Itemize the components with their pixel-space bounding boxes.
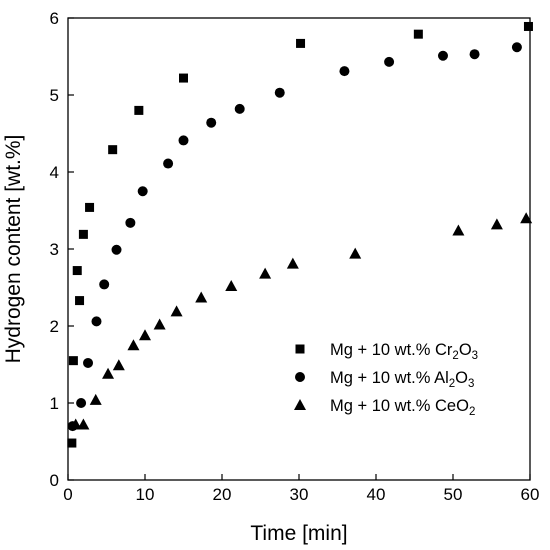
triangle-point (259, 267, 272, 279)
x-tick-label: 60 (521, 485, 540, 504)
triangle-point (170, 305, 183, 317)
y-axis-title: Hydrogen content [wt.%] (2, 135, 25, 364)
legend-square-marker (295, 344, 305, 354)
circle-point (234, 103, 245, 114)
triangle-point (112, 359, 125, 371)
legend-label: Mg + 10 wt.% Al2O3 (330, 369, 474, 390)
x-tick-label: 50 (444, 485, 463, 504)
circle-point (274, 87, 285, 98)
y-tick-label: 3 (50, 240, 59, 259)
circle-point (83, 357, 94, 368)
square-point (72, 266, 82, 276)
y-tick-label: 1 (50, 394, 59, 413)
square-point (296, 38, 306, 48)
triangle-point (490, 218, 503, 230)
square-point (85, 202, 95, 212)
legend-circle-marker (295, 372, 305, 382)
circle-point (437, 50, 448, 61)
square-point (75, 296, 85, 306)
square-point (68, 356, 78, 366)
circle-point (384, 56, 395, 67)
triangle-point (195, 291, 208, 303)
triangle-point (225, 279, 238, 291)
ticks-layer: 0 10 20 30 40 50 60 0 1 2 3 4 5 6 (50, 9, 540, 504)
legend-label: Mg + 10 wt.% CeO2 (330, 397, 475, 418)
y-tick-label: 0 (50, 471, 59, 490)
square-point (78, 229, 88, 239)
circle-point (339, 66, 350, 77)
circle-point (178, 135, 189, 146)
x-tick-label: 40 (367, 485, 386, 504)
circle-point (511, 42, 522, 53)
x-tick-label: 10 (136, 485, 155, 504)
triangle-point (77, 418, 90, 430)
circle-point (111, 244, 122, 255)
y-tick-label: 6 (50, 9, 59, 28)
y-tick-label: 2 (50, 317, 59, 336)
x-axis-title: Time [min] (250, 522, 347, 545)
triangle-point (69, 418, 82, 430)
triangle-point (286, 257, 299, 269)
x-tick-label: 30 (290, 485, 309, 504)
circle-point (137, 186, 148, 197)
triangle-point (102, 367, 115, 379)
triangle-point (520, 212, 533, 224)
triangle-point (349, 247, 362, 259)
circle-point (125, 217, 136, 228)
circle-point (99, 279, 110, 290)
circle-point (206, 117, 217, 128)
triangle-point (127, 339, 140, 351)
circle-point (163, 158, 174, 169)
square-point (413, 29, 423, 39)
markers-layer (67, 21, 533, 448)
legend-triangle-marker (294, 399, 306, 410)
x-tick-label: 20 (213, 485, 232, 504)
triangle-point (139, 329, 151, 341)
square-point (108, 145, 118, 155)
square-point (134, 105, 144, 115)
plot-frame (67, 17, 531, 481)
triangle-point (89, 393, 102, 405)
circle-point (76, 398, 87, 408)
square-point (523, 21, 533, 31)
y-tick-label: 5 (50, 86, 59, 105)
circle-point (469, 49, 480, 60)
circle-point (91, 316, 102, 327)
triangle-point (452, 224, 465, 236)
square-point (179, 73, 188, 83)
y-tick-label: 4 (50, 163, 59, 182)
legend-label: Mg + 10 wt.% Cr2O3 (330, 341, 478, 362)
square-point (67, 438, 77, 448)
triangle-point (153, 318, 166, 330)
legend: Mg + 10 wt.% Cr2O3 Mg + 10 wt.% Al2O3 Mg +… (294, 341, 478, 418)
x-tick-label: 0 (63, 485, 72, 504)
